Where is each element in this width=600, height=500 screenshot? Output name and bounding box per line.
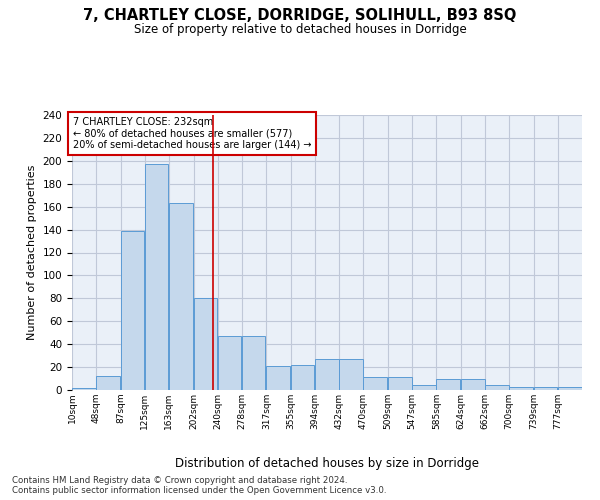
Bar [558, 386, 581, 390]
Bar [72, 388, 95, 390]
Text: Distribution of detached houses by size in Dorridge: Distribution of detached houses by size … [175, 458, 479, 470]
Bar [461, 378, 485, 390]
Bar [364, 378, 387, 390]
Bar [145, 164, 169, 390]
Text: Size of property relative to detached houses in Dorridge: Size of property relative to detached ho… [134, 22, 466, 36]
Bar [534, 386, 557, 390]
Text: 7 CHARTLEY CLOSE: 232sqm
← 80% of detached houses are smaller (577)
20% of semi-: 7 CHARTLEY CLOSE: 232sqm ← 80% of detach… [73, 118, 311, 150]
Bar [485, 386, 509, 390]
Bar [242, 336, 265, 390]
Text: 7, CHARTLEY CLOSE, DORRIDGE, SOLIHULL, B93 8SQ: 7, CHARTLEY CLOSE, DORRIDGE, SOLIHULL, B… [83, 8, 517, 22]
Bar [218, 336, 241, 390]
Bar [315, 359, 339, 390]
Text: Contains HM Land Registry data © Crown copyright and database right 2024.
Contai: Contains HM Land Registry data © Crown c… [12, 476, 386, 495]
Bar [388, 378, 412, 390]
Bar [509, 386, 533, 390]
Bar [412, 386, 436, 390]
Y-axis label: Number of detached properties: Number of detached properties [27, 165, 37, 340]
Bar [340, 359, 363, 390]
Bar [436, 378, 460, 390]
Bar [194, 298, 217, 390]
Bar [169, 203, 193, 390]
Bar [96, 376, 119, 390]
Bar [121, 230, 145, 390]
Bar [290, 365, 314, 390]
Bar [266, 366, 290, 390]
